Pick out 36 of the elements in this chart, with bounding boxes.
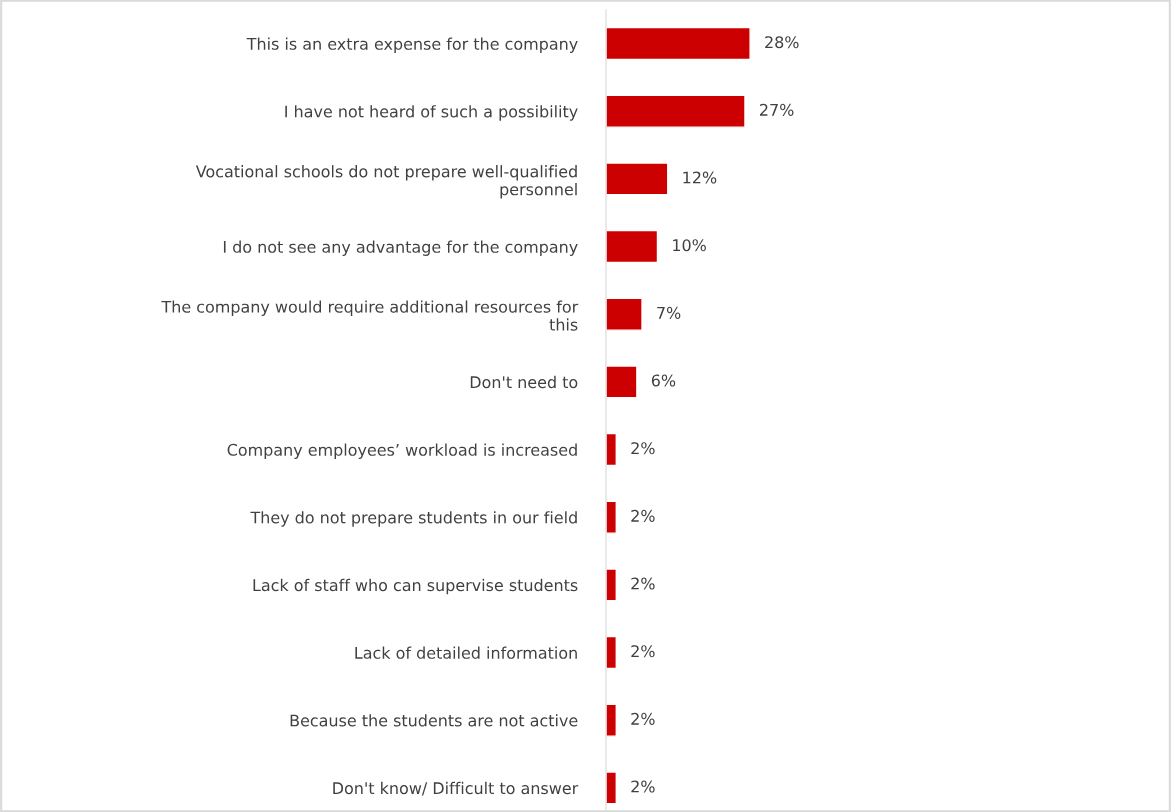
data-label: 7% [657,306,681,319]
y-tick-label: Because the students are not active [290,714,578,727]
y-tick-label: This is an extra expense for the company [246,37,578,53]
y-tick-label: Don't need to [470,375,578,389]
bar [605,229,659,264]
data-label: 12% [683,171,717,184]
y-tick-label: Vocational schools do not prepare well-qualified personnel [195,165,577,199]
y-tick-label: They do not prepare students in our field [250,511,577,527]
bar [605,365,638,399]
bar [605,703,617,737]
bar [605,500,617,534]
data-label: 28% [765,36,799,49]
bar [605,297,643,331]
data-label: 27% [760,103,794,116]
bar [605,635,617,670]
bar [605,771,617,805]
bar [605,432,617,467]
data-label: 2% [631,780,655,793]
bar [605,162,669,196]
y-tick-label: Lack of staff who can supervise students [253,578,578,595]
bar [605,94,746,128]
data-label: 2% [631,577,655,590]
data-label: 6% [651,374,676,387]
y-tick-label: Lack of detailed information [355,646,577,659]
bar [605,26,751,61]
data-label: 2% [631,645,655,658]
y-tick-label: Company employees’ workload is increased [227,443,577,459]
y-tick-label: The company would require additional resources for this [161,300,579,331]
data-label: 2% [631,712,655,725]
data-label: 2% [631,442,655,455]
data-label: 10% [673,239,706,252]
data-label: 2% [631,509,655,522]
y-tick-label: I have not heard of such a possibility [285,105,578,121]
bar [605,568,617,602]
y-tick-label: Don't know/ Difficult to answer [333,781,579,796]
y-tick-label: I do not see any advantage for the company [223,240,578,256]
